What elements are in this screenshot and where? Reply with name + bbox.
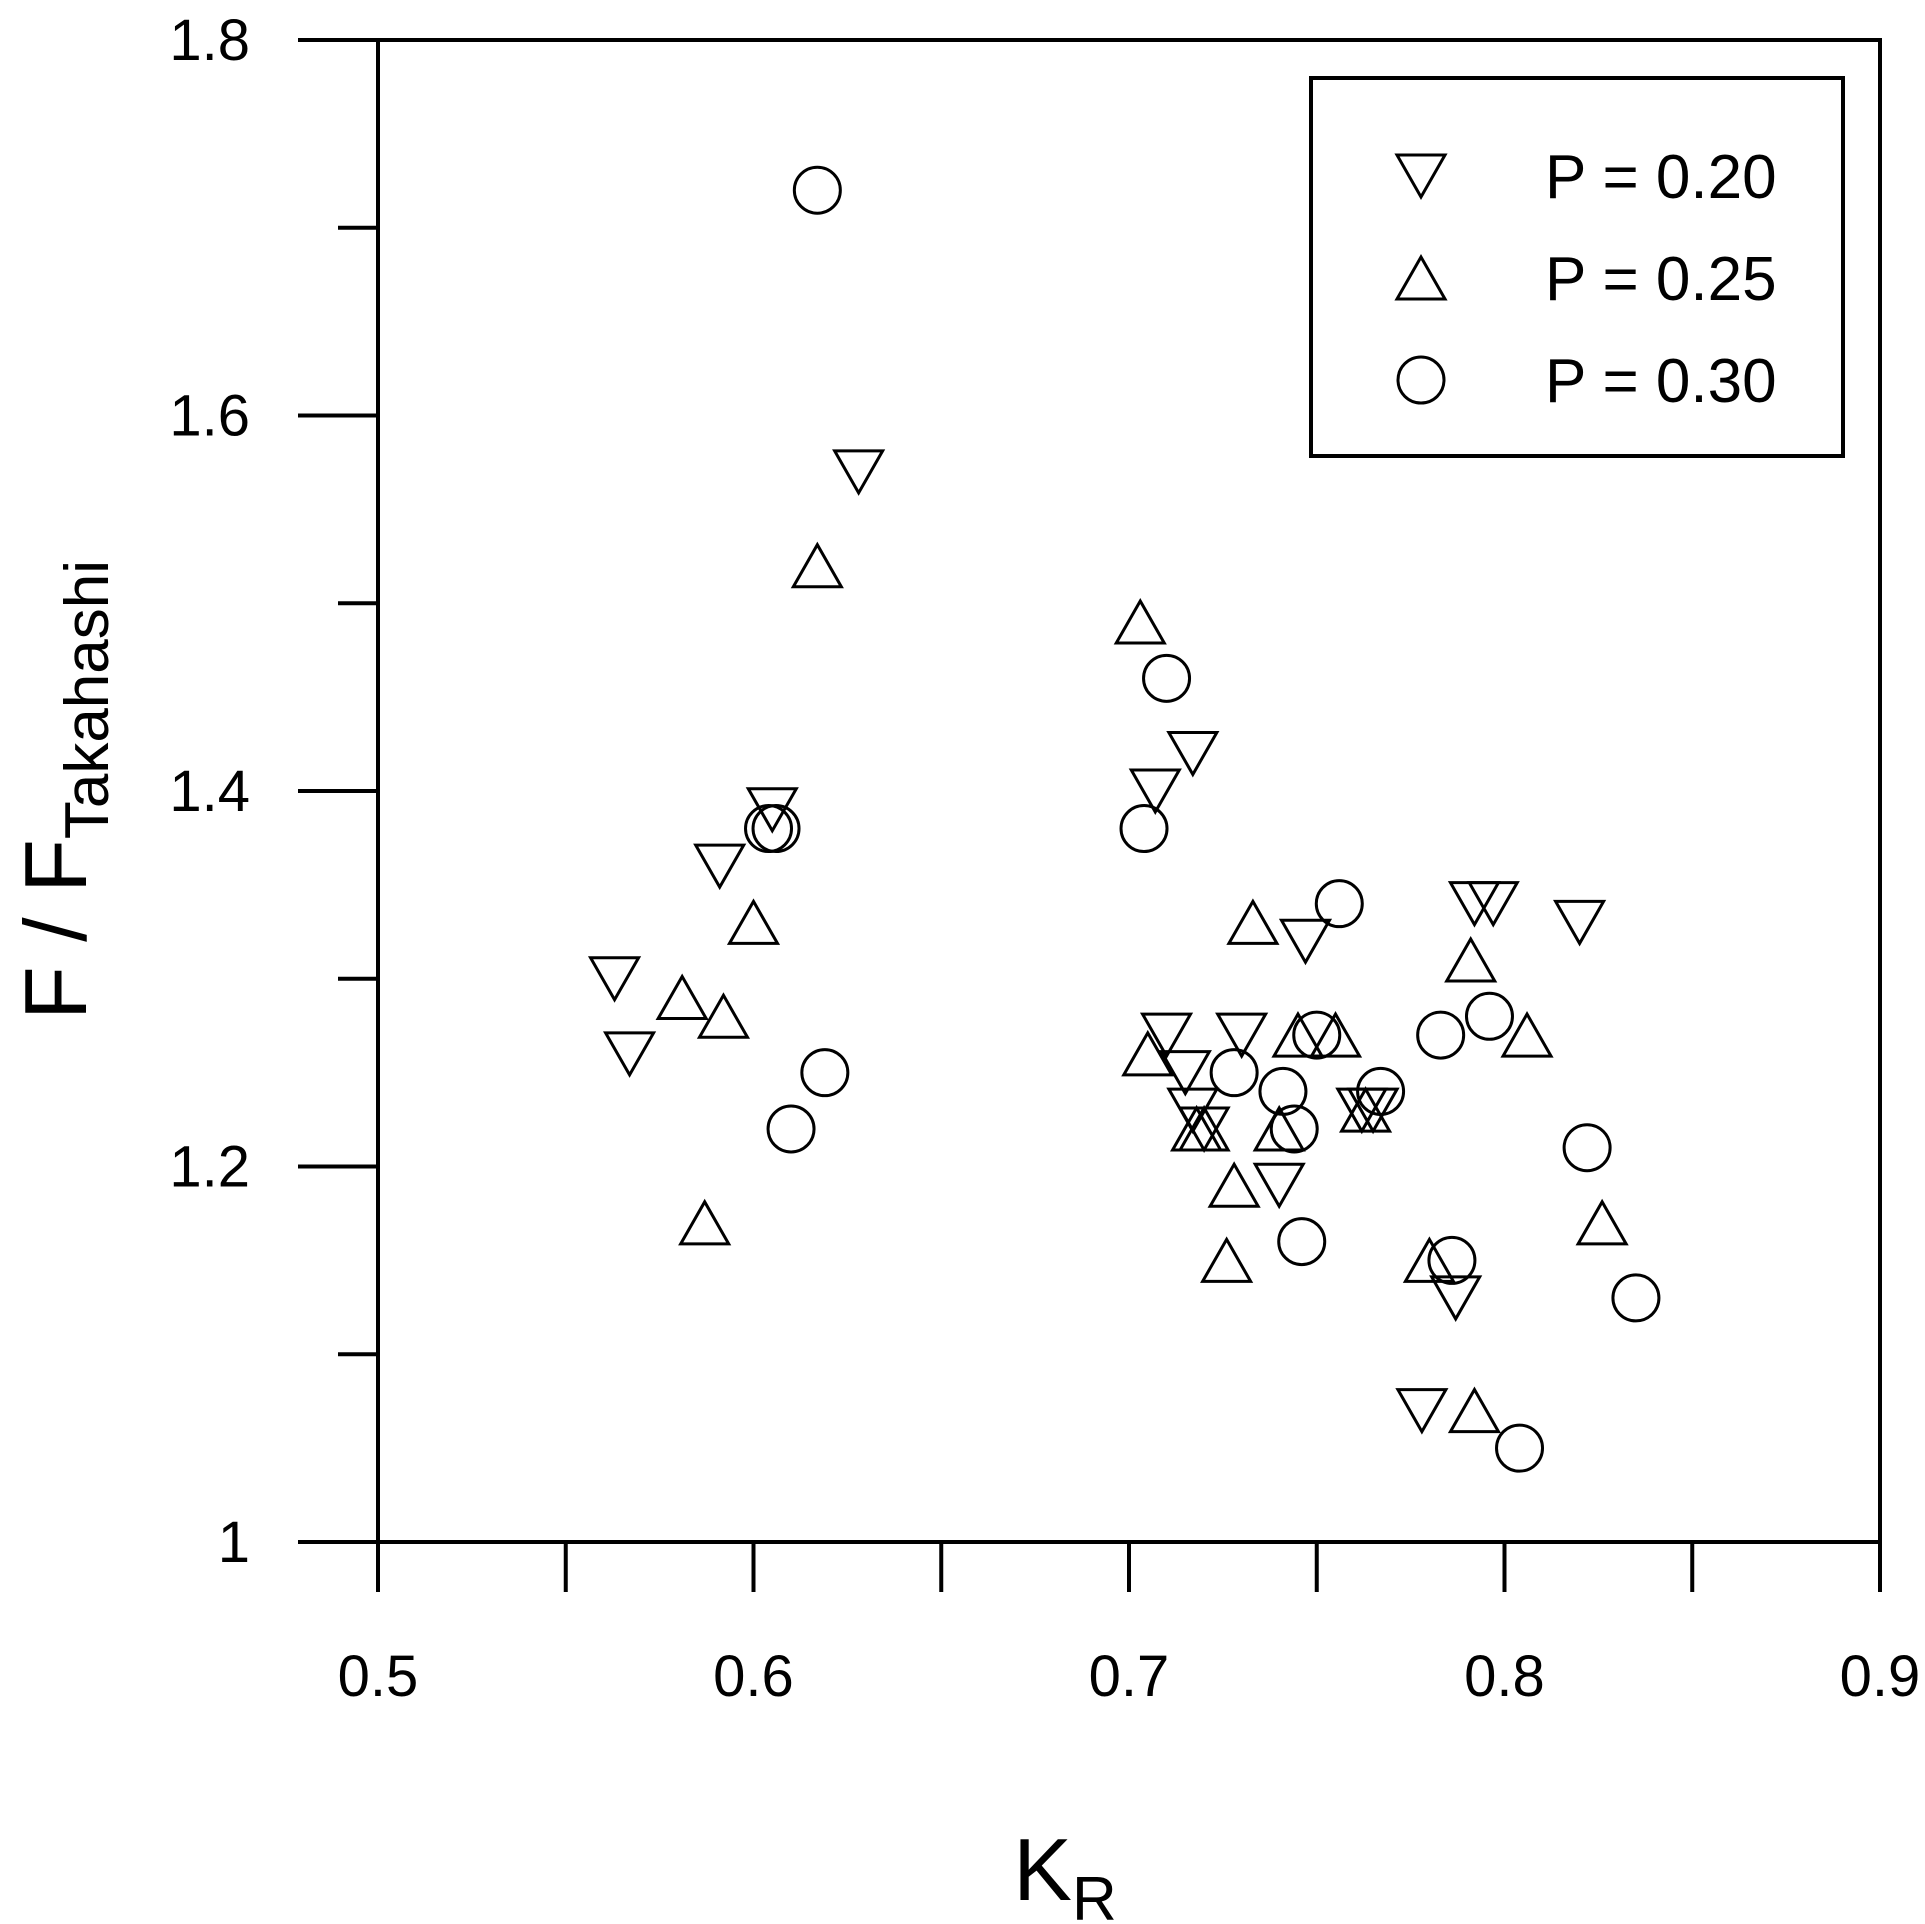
data-point-circle: [751, 804, 801, 854]
y-tick-label: 1.4: [169, 759, 250, 824]
data-point-triangle-down: [745, 787, 799, 834]
data-point-circle: [1356, 1066, 1406, 1116]
legend-symbol-circle: [1396, 355, 1446, 405]
x-axis-label-main: K: [1013, 1820, 1072, 1919]
data-point-triangle-up: [1200, 1236, 1254, 1283]
data-point-circle: [1427, 1235, 1477, 1285]
data-point-triangle-up: [696, 992, 751, 1039]
data-point-triangle-up: [1447, 1386, 1502, 1434]
legend-symbol-triangle-down: [1394, 153, 1448, 201]
plot-frame: [376, 38, 1882, 1544]
data-point-triangle-up: [678, 1198, 732, 1246]
data-point-circle: [792, 165, 842, 215]
data-point-triangle-up: [655, 973, 709, 1021]
data-point-triangle-down: [1252, 1162, 1306, 1210]
data-point-circle: [766, 1104, 816, 1154]
data-point-triangle-up: [1308, 1011, 1363, 1058]
data-point-triangle-up: [1113, 598, 1167, 645]
y-tick-label: 1.2: [169, 1135, 250, 1200]
data-point-triangle-up: [1271, 1011, 1325, 1058]
data-point-circle: [1314, 879, 1364, 929]
legend-box: [1309, 76, 1845, 458]
legend: P = 0.20 P = 0.25 P = 0.30: [1309, 76, 1845, 458]
y-axis-label: F / FTakahashi: [6, 560, 122, 1020]
data-point-triangle-up: [1338, 1086, 1393, 1133]
data-point-triangle-down: [1158, 1050, 1212, 1097]
y-tick-label: 1.6: [169, 384, 250, 449]
data-point-circle: [1142, 653, 1192, 703]
data-point-triangle-up: [1500, 1011, 1554, 1058]
data-point-circle: [800, 1048, 850, 1098]
legend-items: P = 0.20 P = 0.25 P = 0.30: [1394, 143, 1777, 416]
data-point-triangle-down: [603, 1031, 657, 1078]
y-tick-label: 1.8: [169, 8, 250, 73]
data-point-circle: [1495, 1423, 1545, 1473]
y-axis-label-main: F / F: [6, 839, 105, 1020]
x-axis-label-subscript: R: [1072, 1865, 1117, 1924]
data-point-circle: [1209, 1048, 1259, 1098]
data-point-triangle-up: [1252, 1104, 1306, 1152]
data-point-triangle-down: [1466, 881, 1520, 928]
data-point-circle: [1277, 1217, 1327, 1267]
data-point-circle: [1611, 1273, 1661, 1323]
axis-ticks: [298, 38, 1882, 1592]
data-point-triangle-up: [790, 541, 844, 589]
legend-symbol-triangle-up: [1394, 253, 1448, 301]
y-tick-label: 1: [218, 1510, 250, 1575]
data-point-triangle-down: [1429, 1275, 1483, 1322]
x-tick-label: 0.8: [1464, 1644, 1545, 1709]
legend-label: P = 0.25: [1545, 245, 1777, 314]
data-point-triangle-down: [587, 956, 642, 1003]
data-point-triangle-up: [1207, 1161, 1261, 1208]
x-tick-label: 0.7: [1089, 1644, 1170, 1709]
data-point-triangle-down: [1128, 768, 1182, 816]
data-point-circle: [1416, 1010, 1466, 1060]
data-point-triangle-up: [1402, 1236, 1456, 1283]
legend-label: P = 0.30: [1545, 347, 1777, 416]
data-point-triangle-up: [1121, 1029, 1175, 1077]
data-point-triangle-down: [1278, 918, 1333, 966]
data-point-triangle-up: [726, 898, 781, 945]
data-point-triangle-up: [1226, 898, 1280, 945]
data-point-circle: [1269, 1104, 1319, 1154]
data-point-triangle-down: [1166, 730, 1220, 778]
data-point-triangle-down: [1346, 1087, 1400, 1135]
x-tick-label: 0.5: [338, 1644, 419, 1709]
x-axis-label: KR: [1013, 1820, 1116, 1924]
data-point-circle: [1464, 991, 1514, 1041]
x-tick-label: 0.9: [1840, 1644, 1921, 1709]
data-markers: [587, 165, 1661, 1473]
data-point-triangle-up: [1177, 1104, 1231, 1152]
data-point-circle: [1562, 1123, 1612, 1173]
data-point-triangle-up: [1444, 935, 1498, 983]
data-point-triangle-up: [1575, 1198, 1629, 1246]
data-point-circle: [1119, 804, 1169, 854]
x-tick-label: 0.6: [713, 1644, 794, 1709]
y-axis-label-subscript: Takahashi: [53, 560, 122, 839]
data-point-triangle-down: [1139, 1012, 1194, 1060]
data-point-triangle-down: [1553, 899, 1607, 947]
data-point-triangle-down: [693, 843, 747, 891]
data-point-triangle-down: [1395, 1388, 1449, 1435]
data-point-triangle-down: [1215, 1012, 1269, 1060]
data-point-circle: [1292, 1010, 1342, 1060]
data-point-triangle-down: [832, 449, 886, 496]
data-point-circle: [1258, 1066, 1308, 1116]
tick-labels: 0.5 0.6 0.7 0.8 0.9 1 1.2 1.4 1.6 1.8: [169, 8, 1920, 1709]
legend-label: P = 0.20: [1545, 143, 1777, 212]
